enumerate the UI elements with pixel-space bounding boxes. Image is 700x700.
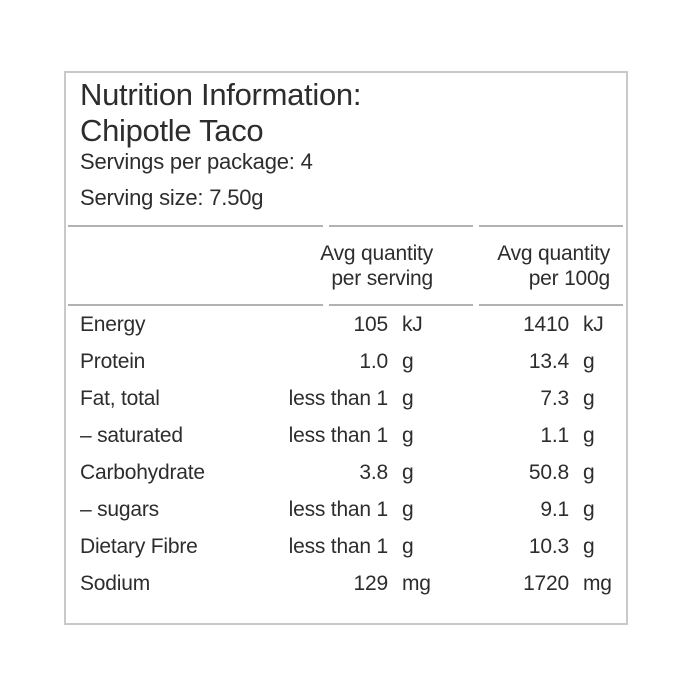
table-header-row: Avg quantity per serving Avg quantity pe… <box>68 225 623 306</box>
header-per-100g-label: Avg quantity per 100g <box>497 241 610 290</box>
panel-title-line2: Chipotle Taco <box>80 113 264 148</box>
per-100g-unit: mg <box>583 571 612 595</box>
panel-title-line1: Nutrition Information: <box>80 77 362 112</box>
header-per-100g-column: Avg quantity per 100g <box>479 225 623 306</box>
table-row: Protein 1.0 g 13.4 g <box>68 343 614 380</box>
servings-per-package: Servings per package: 4 <box>80 149 313 174</box>
per-100g-unit: kJ <box>583 312 604 336</box>
per-100g-unit: g <box>583 460 595 484</box>
table-row: Fat, total less than 1 g 7.3 g <box>68 380 614 417</box>
table-row: Dietary Fibre less than 1 g 10.3 g <box>68 528 614 565</box>
per-serving-unit: g <box>402 349 414 373</box>
nutrition-panel: Nutrition Information: Chipotle Taco Ser… <box>64 71 628 625</box>
per-serving-value: 3.8 <box>359 460 388 484</box>
per-100g-unit: g <box>583 497 595 521</box>
nutrient-label: Carbohydrate <box>80 460 205 484</box>
nutrient-label: Protein <box>80 349 146 373</box>
serving-size: Serving size: 7.50g <box>80 185 264 210</box>
per-serving-value: less than 1 <box>288 534 389 558</box>
nutrient-label: – saturated <box>80 423 183 447</box>
nutrient-label: Dietary Fibre <box>80 534 198 558</box>
table-row: – sugars less than 1 g 9.1 g <box>68 491 614 528</box>
nutrient-label: – sugars <box>80 497 159 521</box>
panel-title: Nutrition Information: Chipotle Taco <box>80 77 612 149</box>
per-serving-unit: kJ <box>402 312 423 336</box>
per-serving-value: less than 1 <box>288 497 389 521</box>
table-body: Energy 105 kJ 1410 kJ Protein 1.0 g 13.4… <box>68 306 623 602</box>
per-100g-value: 9.1 <box>540 497 569 521</box>
per-serving-unit: g <box>402 386 414 410</box>
per-serving-unit: g <box>402 497 414 521</box>
header-nutrient-column <box>68 225 323 306</box>
per-serving-unit: g <box>402 460 414 484</box>
per-100g-unit: g <box>583 386 595 410</box>
per-100g-unit: g <box>583 349 595 373</box>
nutrition-table: Avg quantity per serving Avg quantity pe… <box>68 225 623 602</box>
per-100g-value: 1720 <box>523 571 569 595</box>
per-100g-unit: g <box>583 534 595 558</box>
per-serving-unit: mg <box>402 571 431 595</box>
panel-header: Nutrition Information: Chipotle Taco Ser… <box>66 73 626 211</box>
per-serving-unit: g <box>402 534 414 558</box>
per-100g-value: 1.1 <box>540 423 569 447</box>
per-serving-value: 129 <box>353 571 389 595</box>
per-serving-value: less than 1 <box>288 386 389 410</box>
table-row: Energy 105 kJ 1410 kJ <box>68 306 614 343</box>
per-serving-value: 105 <box>353 312 389 336</box>
header-per-serving-column: Avg quantity per serving <box>320 225 473 306</box>
nutrient-label: Sodium <box>80 571 151 595</box>
per-serving-value: less than 1 <box>288 423 389 447</box>
per-serving-value: 1.0 <box>359 349 388 373</box>
per-100g-unit: g <box>583 423 595 447</box>
table-row: – saturated less than 1 g 1.1 g <box>68 417 614 454</box>
per-100g-value: 1410 <box>523 312 569 336</box>
nutrient-label: Energy <box>80 312 146 336</box>
nutrient-label: Fat, total <box>80 386 160 410</box>
per-100g-value: 13.4 <box>528 349 569 373</box>
table-row: Sodium 129 mg 1720 mg <box>68 565 614 602</box>
per-100g-value: 50.8 <box>528 460 569 484</box>
table-row: Carbohydrate 3.8 g 50.8 g <box>68 454 614 491</box>
per-100g-value: 7.3 <box>540 386 569 410</box>
per-100g-value: 10.3 <box>528 534 569 558</box>
header-per-serving-label: Avg quantity per serving <box>320 241 433 290</box>
per-serving-unit: g <box>402 423 414 447</box>
